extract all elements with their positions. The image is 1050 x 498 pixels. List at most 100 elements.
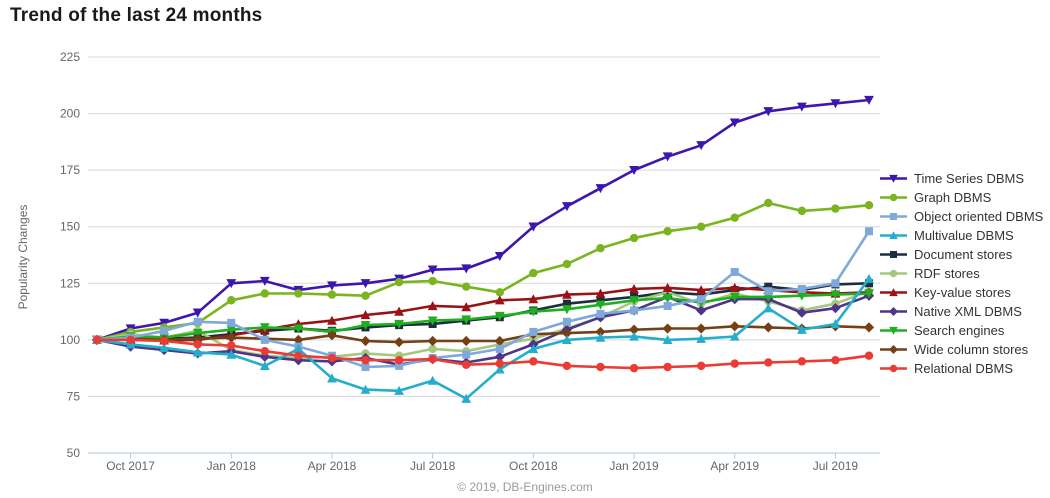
y-axis-tick-label: 150 [60, 220, 80, 234]
x-axis-tick-label: Jan 2019 [609, 459, 659, 473]
data-point-marker [494, 251, 505, 262]
legend-item-rdf-stores[interactable]: RDF stores [879, 264, 1043, 283]
series-relational-dbms[interactable] [92, 335, 874, 373]
legend-item-graph-dbms[interactable]: Graph DBMS [879, 188, 1043, 207]
series-line [95, 292, 871, 342]
data-point-marker [226, 332, 237, 343]
series-graph-dbms[interactable] [92, 198, 874, 345]
data-point-marker [562, 289, 572, 299]
series-line [95, 325, 871, 344]
data-point-marker [427, 375, 438, 385]
data-point-marker [831, 356, 840, 365]
data-point-marker [394, 385, 404, 395]
data-point-marker [796, 324, 807, 334]
x-axis-tick-label: Apr 2018 [308, 459, 357, 473]
copyright-text: © 2019, DB-Engines.com [457, 480, 593, 494]
legend: Time Series DBMS Graph DBMS Object oriente… [879, 169, 1043, 378]
y-axis-title: Popularity Changes [16, 204, 30, 310]
data-point-marker [528, 307, 539, 317]
legend-marker-icon [880, 250, 907, 259]
data-point-marker [461, 302, 472, 312]
legend-label: Search engines [914, 323, 1005, 338]
data-point-marker [462, 360, 471, 369]
data-point-marker [629, 165, 639, 176]
data-point-marker [864, 201, 874, 210]
data-point-marker [662, 282, 673, 292]
data-point-marker [697, 290, 706, 299]
data-point-marker [596, 309, 605, 318]
legend-label: RDF stores [914, 266, 980, 281]
data-point-marker [360, 384, 371, 394]
legend-item-document-stores[interactable]: Document stores [879, 245, 1043, 264]
data-point-marker [595, 300, 606, 310]
data-point-marker [629, 284, 639, 294]
legend-item-relational-dbms[interactable]: Relational DBMS [879, 359, 1043, 378]
legend-item-search-engines[interactable]: Search engines [879, 321, 1043, 340]
data-point-marker [729, 321, 740, 332]
data-point-marker [327, 353, 337, 363]
x-axis-tick-label: Jul 2018 [410, 459, 456, 473]
data-point-marker [327, 373, 337, 383]
data-point-marker [226, 279, 237, 289]
legend-item-multivalue-dbms[interactable]: Multivalue DBMS [879, 226, 1043, 245]
data-point-marker [427, 265, 438, 275]
x-axis-tick-label: Oct 2018 [509, 459, 558, 473]
legend-item-key-value-stores[interactable]: Key-value stores [879, 283, 1043, 302]
data-point-marker [394, 277, 404, 287]
data-point-marker [428, 276, 437, 286]
data-point-marker [729, 118, 740, 128]
legend-marker-icon [880, 231, 907, 240]
data-point-marker [427, 335, 438, 347]
legend-item-native-xml-dbms[interactable]: Native XML DBMS [879, 302, 1043, 321]
data-point-marker [763, 107, 774, 117]
legend-label: Wide column stores [914, 342, 1029, 357]
data-point-marker [596, 244, 605, 253]
series-line [95, 201, 871, 342]
data-point-marker [662, 152, 673, 162]
data-point-marker [595, 332, 606, 342]
data-point-marker [293, 344, 304, 354]
data-point-marker [630, 306, 639, 315]
data-point-marker [561, 327, 573, 339]
data-point-marker [192, 308, 203, 318]
chart-title: Trend of the last 24 months [10, 5, 263, 26]
data-point-marker [494, 335, 505, 347]
data-point-marker [494, 295, 505, 305]
legend-marker-icon [880, 364, 907, 373]
data-point-marker [495, 359, 504, 368]
legend-item-wide-column-stores[interactable]: Wide column stores [879, 340, 1043, 359]
data-point-marker [865, 279, 873, 288]
data-point-marker [830, 99, 841, 109]
legend-label: Relational DBMS [914, 361, 1013, 376]
data-point-marker [327, 290, 337, 299]
data-point-marker [562, 305, 572, 315]
data-point-marker [764, 287, 773, 296]
data-point-marker [393, 337, 405, 348]
series-wide-column-stores[interactable] [91, 321, 875, 348]
series-line [95, 294, 871, 366]
series-multivalue-dbms[interactable] [92, 273, 874, 403]
data-point-marker [662, 293, 673, 303]
data-point-marker [696, 333, 707, 343]
data-point-marker [159, 336, 169, 346]
data-point-marker [697, 295, 706, 304]
y-axis-tick-label: 100 [60, 333, 80, 347]
legend-label: Document stores [914, 247, 1013, 262]
data-point-marker [260, 335, 269, 344]
legend-item-time-series-dbms[interactable]: Time Series DBMS [879, 169, 1043, 188]
data-point-marker [360, 279, 371, 289]
data-point-marker [629, 296, 639, 306]
data-point-marker [192, 328, 203, 338]
data-point-marker [259, 323, 270, 333]
data-point-marker [562, 202, 572, 212]
data-point-marker [662, 334, 673, 345]
x-axis-tick-label: Oct 2017 [106, 459, 155, 473]
data-point-marker [528, 294, 539, 304]
series-time-series-dbms[interactable] [92, 95, 874, 345]
series-line [95, 229, 871, 369]
data-point-marker [763, 322, 774, 333]
legend-marker-icon [880, 193, 907, 202]
legend-item-object-oriented-dbms[interactable]: Object oriented DBMS [879, 207, 1043, 226]
data-point-marker [193, 340, 202, 349]
